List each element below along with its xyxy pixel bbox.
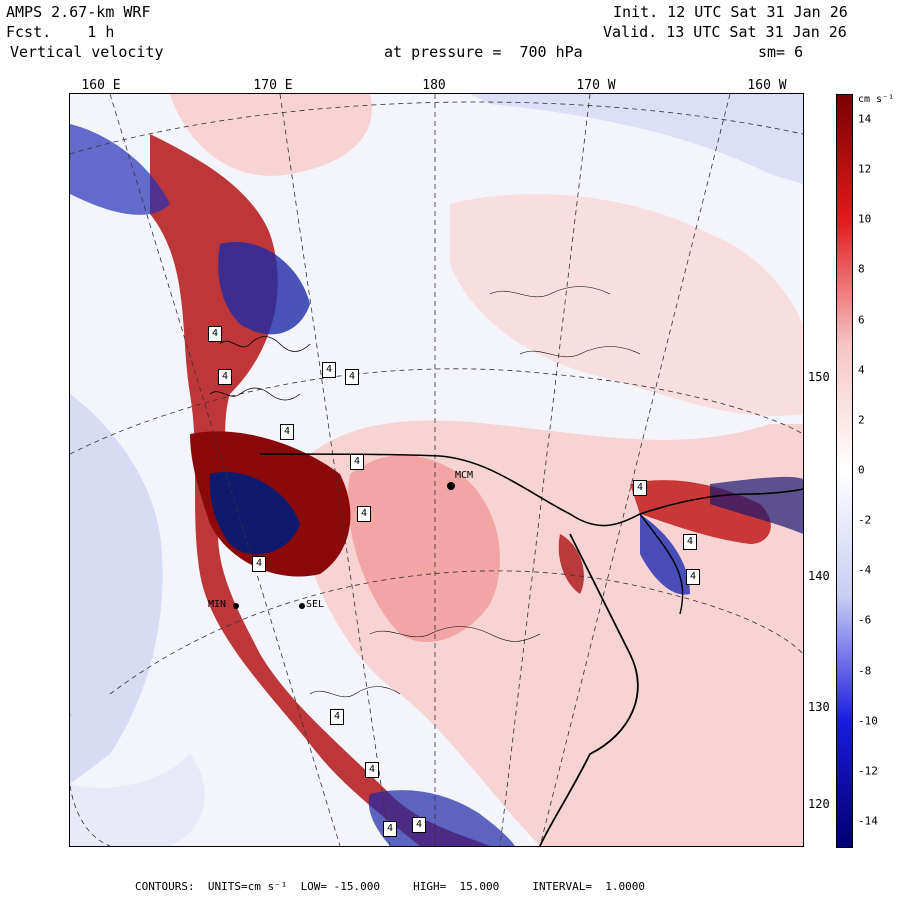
init-time: Init. 12 UTC Sat 31 Jan 26 <box>613 3 848 21</box>
extreme-marker: 4 <box>357 506 371 522</box>
colorbar-tick-label: -14 <box>858 814 878 828</box>
colorbar-tick-label: -6 <box>858 613 872 627</box>
color-scale-bar <box>836 94 853 848</box>
colorbar-tick-label: -12 <box>858 764 878 778</box>
colorbar-tick-label: 4 <box>858 363 865 377</box>
colorbar-tick-label: 8 <box>858 262 865 276</box>
colorbar-tick-label: 6 <box>858 313 865 327</box>
colorbar-tick-label: 2 <box>858 413 865 427</box>
extreme-marker: 4 <box>683 534 697 550</box>
colorbar-tick-label: -10 <box>858 714 878 728</box>
extreme-marker: 4 <box>252 556 266 572</box>
station-label-mcm: MCM <box>455 470 474 481</box>
contour-info: CONTOURS: UNITS=cm s⁻¹ LOW= -15.000 HIGH… <box>135 880 645 893</box>
model-title: AMPS 2.67-km WRF <box>6 3 151 21</box>
lat-label-120w: 120 W <box>808 797 845 811</box>
extreme-marker: 4 <box>350 454 364 470</box>
field-name: Vertical velocity <box>10 43 164 61</box>
colorbar-tick-label: 10 <box>858 212 872 226</box>
colorbar-tick-label: -2 <box>858 513 872 527</box>
forecast-hour: Fcst. 1 h <box>6 23 115 41</box>
valid-time: Valid. 13 UTC Sat 31 Jan 26 <box>603 23 847 41</box>
colorbar-tick-label: -4 <box>858 563 872 577</box>
colorbar-tick-label: 0 <box>858 463 865 477</box>
extreme-marker: 4 <box>330 709 344 725</box>
station-label-min: MIN <box>208 599 227 610</box>
lon-label-180: 180 <box>422 78 446 93</box>
extreme-marker: 4 <box>208 326 222 342</box>
colorbar-unit: cm s⁻¹ <box>858 94 895 105</box>
extreme-marker: 4 <box>633 480 647 496</box>
station-label-sel: SEL <box>306 599 325 610</box>
lat-label-140w: 140 W <box>808 569 845 583</box>
colorbar-tick-label: -8 <box>858 664 872 678</box>
extreme-marker: 4 <box>345 369 359 385</box>
extreme-marker: 4 <box>365 762 379 778</box>
pressure-level: at pressure = 700 hPa <box>384 43 583 61</box>
lat-label-130w: 130 W <box>808 700 845 714</box>
vertical-velocity-map: MCM MIN SEL 4 4 4 4 4 4 4 4 4 4 4 4 4 4 … <box>69 93 804 847</box>
lon-label-160e: 160 E <box>81 78 121 93</box>
extreme-marker: 4 <box>383 821 397 837</box>
extreme-marker: 4 <box>686 569 700 585</box>
extreme-marker: 4 <box>322 362 336 378</box>
colorbar-tick-label: 12 <box>858 162 872 176</box>
lon-label-170w: 170 W <box>576 78 616 93</box>
lon-label-170e: 170 E <box>253 78 293 93</box>
extreme-marker: 4 <box>218 369 232 385</box>
colorbar-tick-label: 14 <box>858 112 872 126</box>
extreme-marker: 4 <box>280 424 294 440</box>
extreme-marker: 4 <box>412 817 426 833</box>
lon-label-160w: 160 W <box>747 78 787 93</box>
smoothing: sm= 6 <box>758 43 804 61</box>
lat-label-150w: 150 W <box>808 370 845 384</box>
